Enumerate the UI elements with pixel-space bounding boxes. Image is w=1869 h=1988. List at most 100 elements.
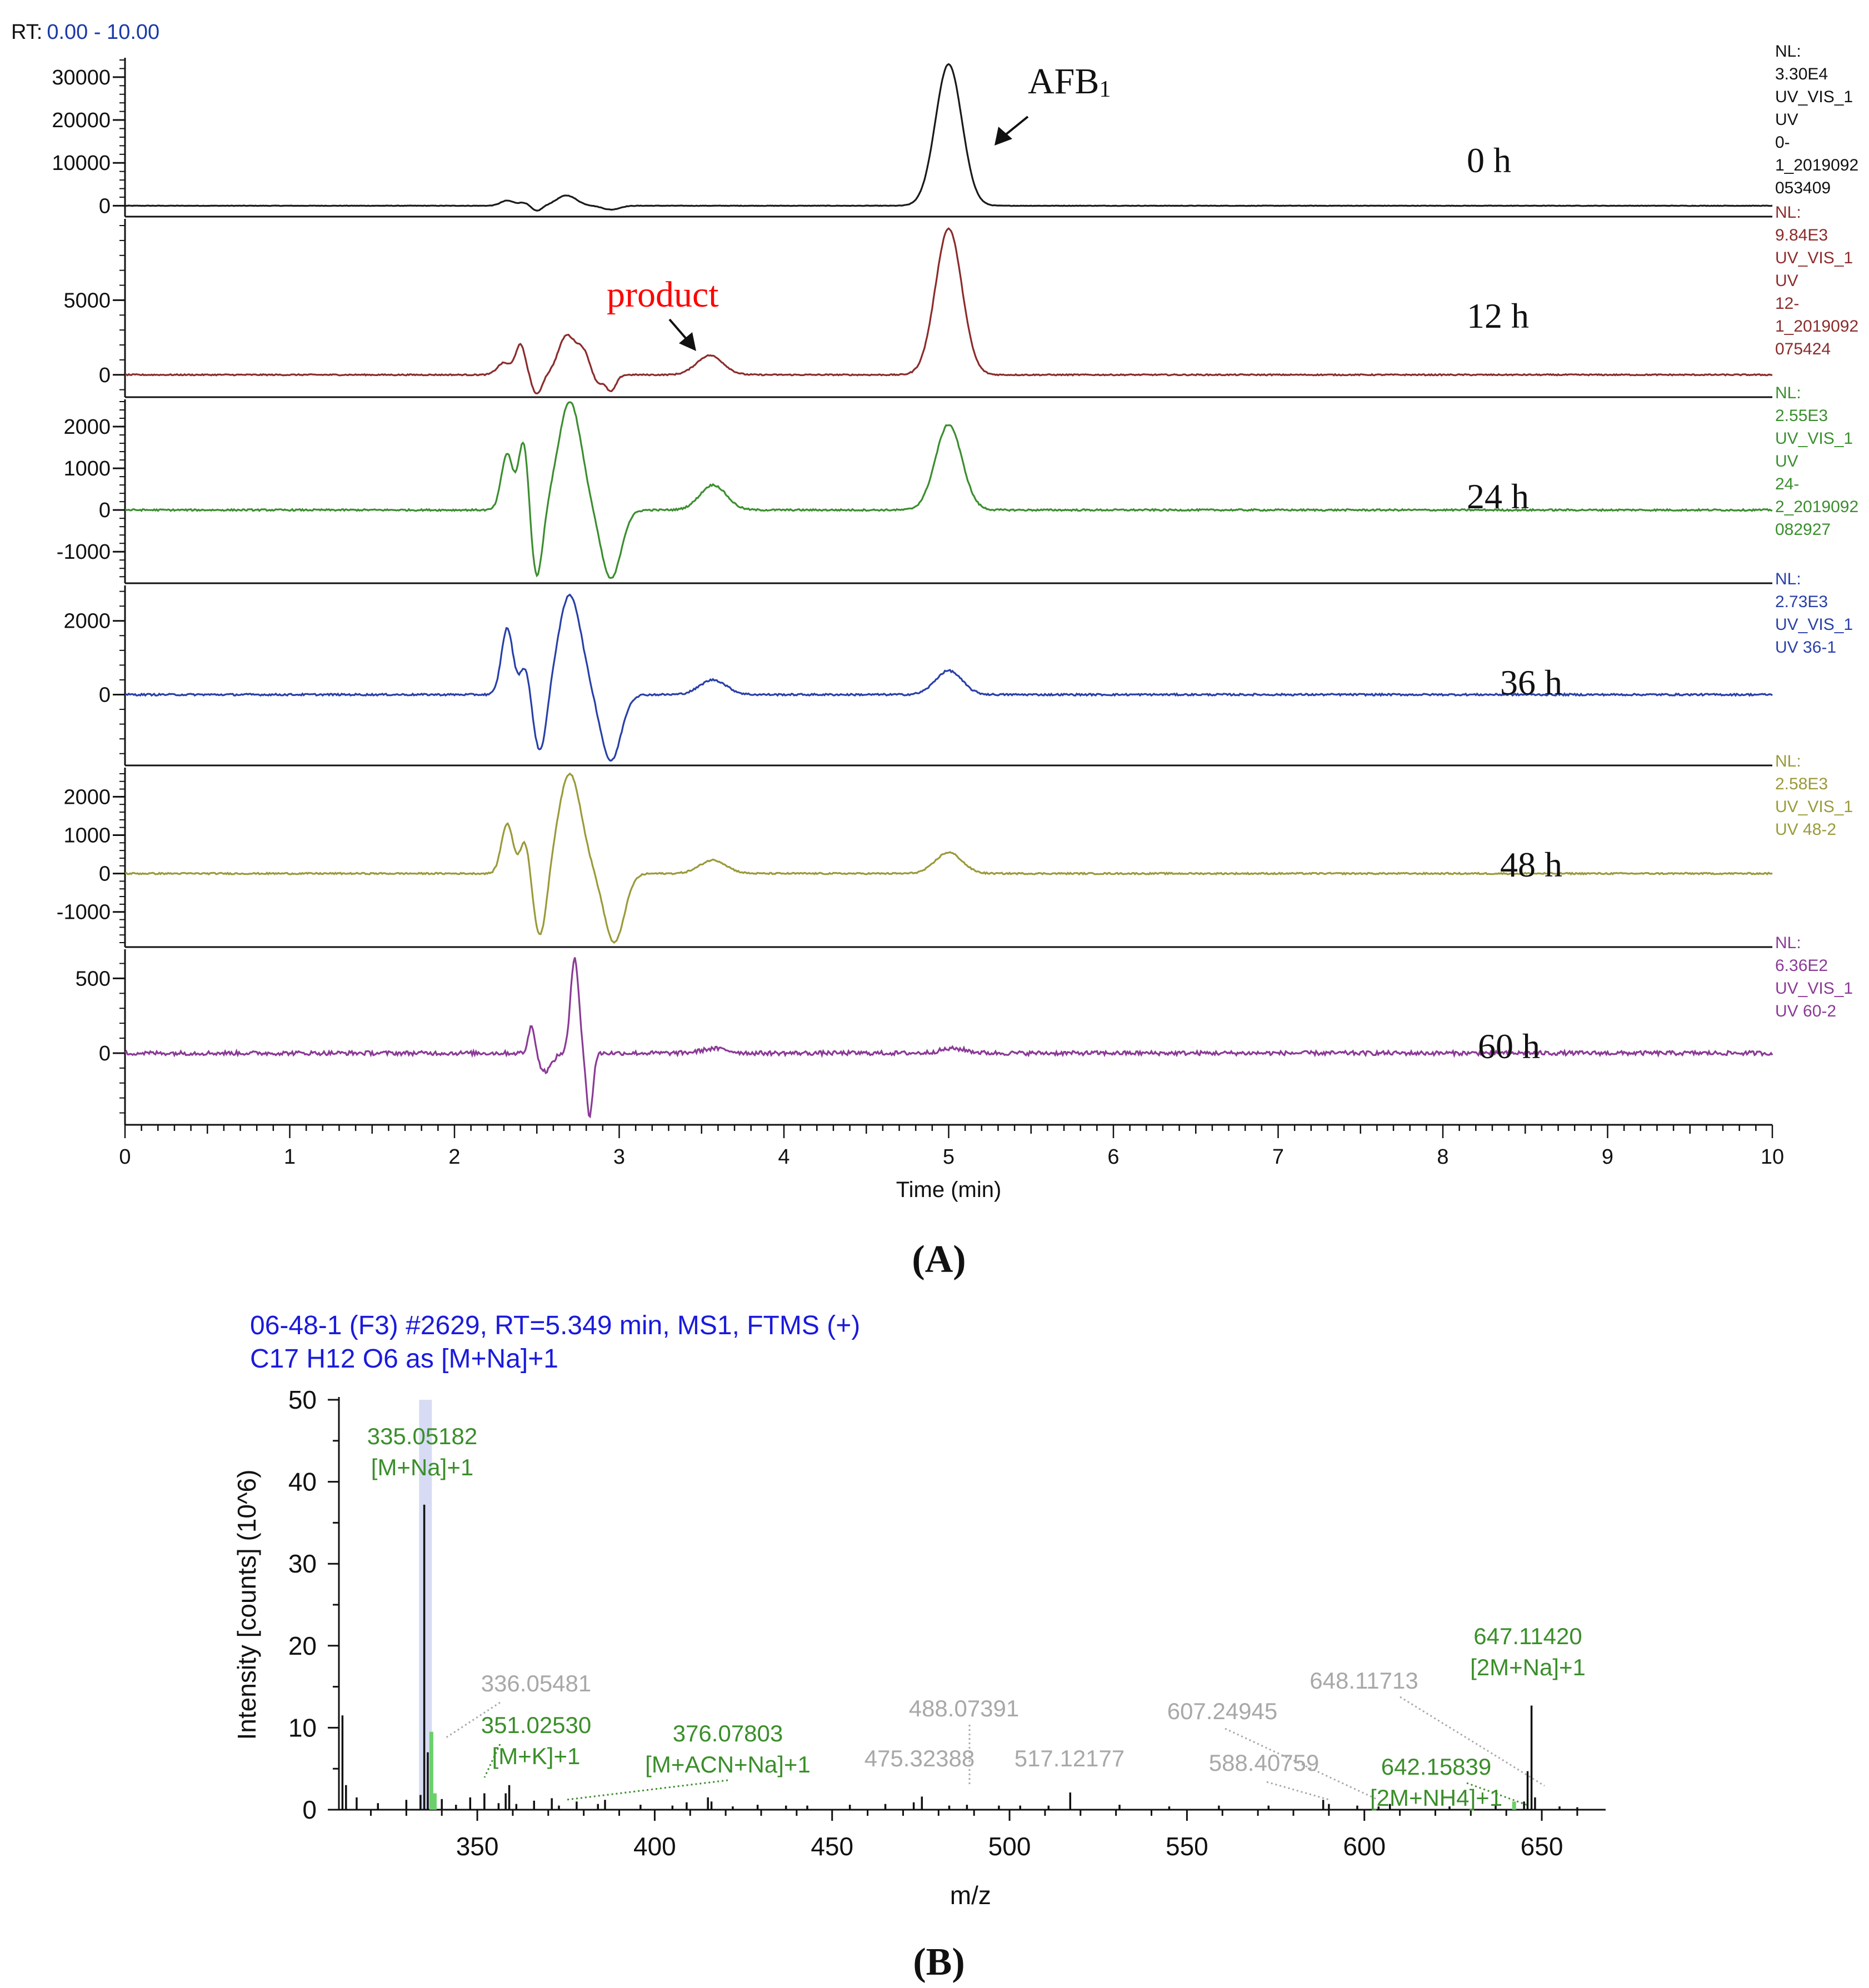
y-tick-label: 30000 — [52, 66, 111, 89]
y-tick-label: 10 — [288, 1713, 317, 1742]
nl-line: 2.55E3 — [1775, 407, 1828, 425]
peak-label-text: [M+ACN+Na]+1 — [645, 1751, 811, 1777]
trace-line — [124, 772, 1773, 944]
nl-line: UV — [1775, 111, 1798, 129]
time-label: 24 h — [1467, 477, 1529, 516]
nl-line: UV_VIS_1 — [1775, 798, 1853, 816]
nl-line: UV 60-2 — [1775, 1002, 1836, 1020]
product-annotation: product — [607, 274, 719, 315]
x-tick-label: 0 — [119, 1145, 131, 1169]
peak-label-text: 517.12177 — [1015, 1745, 1125, 1771]
y-tick-label: 20000 — [52, 109, 111, 132]
nl-block: NL: 6.36E2 UV_VIS_1 UV 60-2 — [1775, 934, 1853, 1020]
nl-block: NL: 9.84E3 UV_VIS_1 UV 12- 1_2019092 075424 — [1775, 203, 1858, 358]
x-tick-label: 4 — [778, 1145, 789, 1169]
y-tick-label: 50 — [288, 1385, 317, 1414]
rt-prefix: RT: — [11, 21, 42, 44]
y-tick-label: 40 — [288, 1468, 317, 1496]
peak-label-text: [M+Na]+1 — [371, 1454, 473, 1480]
nl-line: 1_2019092 — [1775, 156, 1858, 174]
trace-line — [124, 227, 1773, 395]
nl-line: UV — [1775, 272, 1798, 290]
trace-panel-48h: -1000 0 1000 2000 48 h NL: 2.58E3 UV_VIS_1 UV 48… — [57, 752, 1853, 948]
y-tick-label: 0 — [99, 194, 111, 218]
peak-label: 351.02530 [M+K]+1 — [481, 1712, 592, 1778]
x-tick-label: 550 — [1166, 1832, 1208, 1861]
x-tick-label: 9 — [1602, 1145, 1613, 1169]
peak-label: 642.15839 [2M+NH4]+1 — [1370, 1754, 1528, 1811]
trace-line — [124, 593, 1773, 762]
y-tick-label: 30 — [288, 1549, 317, 1578]
nl-line: 0- — [1775, 133, 1790, 152]
peak-label: 607.24945 — [1167, 1698, 1378, 1801]
nl-block: NL: 2.73E3 UV_VIS_1 UV 36-1 — [1775, 570, 1853, 657]
peak-label-leader — [1400, 1696, 1545, 1787]
time-label: 48 h — [1500, 845, 1562, 884]
x-tick-label: 350 — [456, 1832, 499, 1861]
y-tick-label: -1000 — [57, 901, 111, 924]
nl-line: 6.36E2 — [1775, 957, 1828, 975]
nl-line: UV_VIS_1 — [1775, 615, 1853, 634]
peak-label-text: 588.40759 — [1209, 1750, 1320, 1776]
x-tick-label: 450 — [811, 1832, 853, 1861]
nl-block: NL: 2.58E3 UV_VIS_1 UV 48-2 — [1775, 752, 1853, 839]
x-tick-label: 10 — [1761, 1145, 1784, 1169]
nl-line: NL: — [1775, 752, 1801, 770]
x-tick-label: 400 — [633, 1832, 676, 1861]
peak-label-leader — [1225, 1727, 1378, 1801]
peak-label: 647.11420 [2M+Na]+1 — [1470, 1623, 1586, 1680]
panel-a-label: (A) — [912, 1238, 966, 1281]
afb1-arrow-head — [995, 127, 1012, 146]
rt-range-label: RT: 0.00 - 10.00 — [11, 21, 159, 44]
peak-label: 488.07391 — [909, 1695, 1019, 1786]
trace-panel-24h: -1000 0 1000 2000 24 h NL: 2.55E3 UV_VIS_1 UV 24-… — [57, 384, 1858, 584]
nl-line: 1_2019092 — [1775, 317, 1858, 335]
nl-block: NL: 2.55E3 UV_VIS_1 UV 24- 2_2019092 082927 — [1775, 384, 1858, 539]
trace-panel-0h: 0 10000 20000 30000 0 h NL: 3.30E4 UV_VIS_1 UV 0-… — [52, 42, 1858, 218]
peak-label-text: 475.32388 — [864, 1745, 975, 1771]
trace-panel-36h: 0 2000 36 h NL: 2.73E3 UV_VIS_1 UV 36-1 — [63, 570, 1853, 767]
peak-label-leader — [1466, 1782, 1528, 1806]
afb1-subscript: 1 — [1099, 77, 1111, 102]
peak-label: 376.07803 [M+ACN+Na]+1 — [566, 1720, 811, 1801]
peak-label-leader — [1266, 1781, 1330, 1801]
time-label: 60 h — [1478, 1026, 1540, 1066]
trace-panel-12h: 0 5000 12 h NL: 9.84E3 UV_VIS_1 UV 12- 1_2019092… — [63, 203, 1858, 398]
panel-b-label: (B) — [913, 1941, 965, 1984]
x-axis-title: m/z — [950, 1881, 991, 1910]
product-arrow-head — [679, 332, 696, 351]
peak-label-text: 335.05182 — [367, 1423, 478, 1449]
nl-line: 24- — [1775, 475, 1799, 493]
peak-label-text: 351.02530 — [481, 1712, 592, 1738]
nl-line: 2.73E3 — [1775, 593, 1828, 611]
x-tick-label: 2 — [448, 1145, 460, 1169]
nl-line: UV_VIS_1 — [1775, 429, 1853, 448]
spectrum-title-line: C17 H12 O6 as [M+Na]+1 — [250, 1344, 558, 1374]
afb1-text: AFB — [1028, 61, 1099, 102]
peak-label: 475.32388 — [864, 1745, 975, 1771]
y-tick-label: 0 — [99, 364, 111, 387]
nl-line: 12- — [1775, 294, 1799, 313]
nl-line: UV_VIS_1 — [1775, 979, 1853, 998]
nl-line: UV 48-2 — [1775, 820, 1836, 839]
y-tick-label: 2000 — [63, 415, 111, 439]
time-label: 0 h — [1467, 141, 1511, 180]
trace-panel-60h: 0 500 60 h NL: 6.36E2 UV_VIS_1 UV 60-2 — [76, 934, 1853, 1126]
peak-label-text: 376.07803 — [673, 1720, 783, 1746]
afb1-annotation: AFB1 — [1028, 61, 1111, 102]
x-tick-label: 5 — [943, 1145, 955, 1169]
nl-line: UV 36-1 — [1775, 638, 1836, 657]
peak-label-text: 648.11713 — [1310, 1667, 1418, 1694]
x-tick-label: 500 — [988, 1832, 1031, 1861]
peak-label-text: [2M+Na]+1 — [1470, 1654, 1586, 1680]
nl-line: NL: — [1775, 570, 1801, 588]
peak-label-text: 336.05481 — [481, 1670, 592, 1696]
y-tick-label: 2000 — [63, 610, 111, 633]
nl-line: NL: — [1775, 934, 1801, 952]
mass-spectrum-panel: 06-48-1 (F3) #2629, RT=5.349 min, MS1, F… — [232, 1311, 1606, 1984]
peak-label: 588.40759 — [1209, 1750, 1330, 1801]
y-tick-label: 5000 — [63, 289, 111, 312]
nl-line: UV — [1775, 452, 1798, 470]
y-tick-label: 2000 — [63, 785, 111, 809]
peak-label-text: [M+K]+1 — [492, 1743, 581, 1769]
